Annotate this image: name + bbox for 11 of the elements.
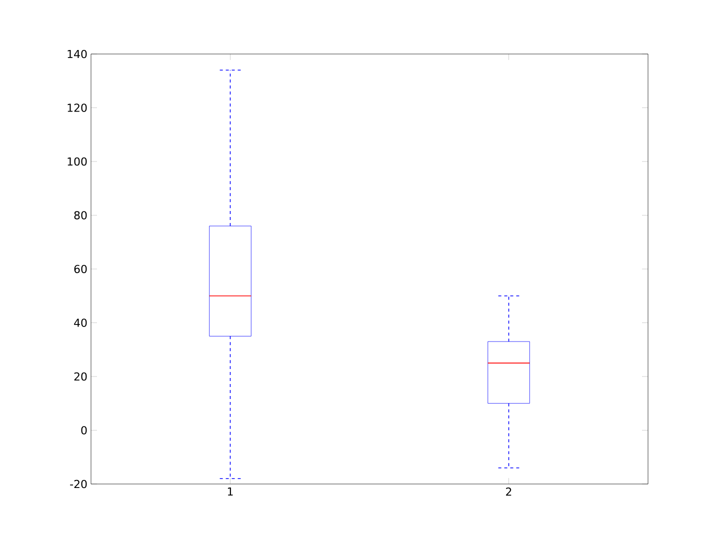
x-tick-label: 2 <box>506 488 512 496</box>
y-tick-label: 60 <box>74 264 87 274</box>
x-tick-label: 1 <box>228 488 233 496</box>
y-tick-label: 140 <box>68 50 87 58</box>
y-tick-label: 120 <box>68 104 87 112</box>
y-tick-label: 20 <box>74 372 87 381</box>
y-tick-label: 80 <box>74 211 87 220</box>
y-tick-label: -20 <box>70 480 87 488</box>
y-tick-label: 100 <box>68 157 87 166</box>
y-tick-label: 0 <box>81 426 87 434</box>
y-tick-label: 40 <box>74 318 87 327</box>
